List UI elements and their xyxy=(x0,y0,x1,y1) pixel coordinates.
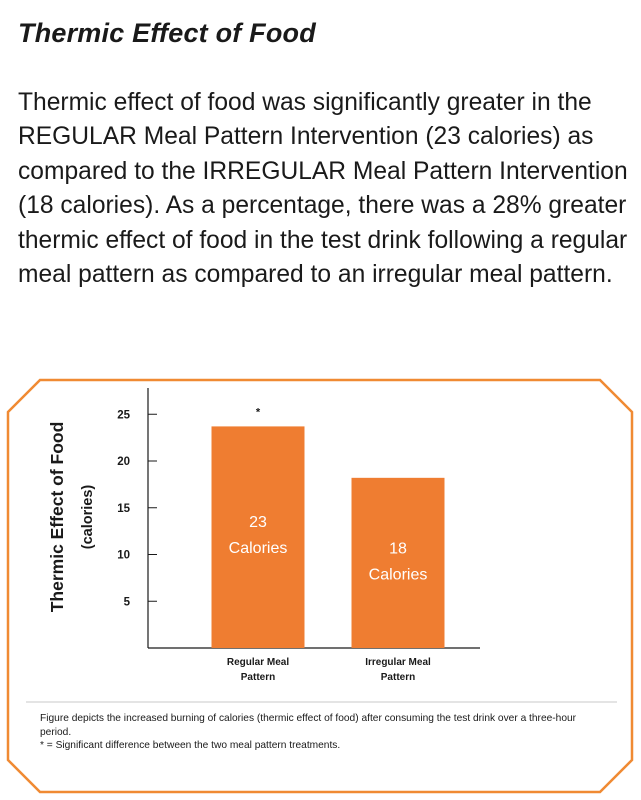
bar-2 xyxy=(351,477,445,648)
x-category-label: Pattern xyxy=(381,672,415,683)
figure-caption: Figure depicts the increased burning of … xyxy=(40,712,600,753)
page-heading: Thermic Effect of Food xyxy=(18,18,316,48)
y-axis-title-group: Thermic Effect of Food (calories) xyxy=(47,422,96,613)
summary-paragraph: Thermic effect of food was significantly… xyxy=(18,89,628,289)
bar-1 xyxy=(211,426,305,648)
bar-data-label: Calories xyxy=(369,567,428,584)
x-category-label: Pattern xyxy=(241,672,275,683)
chart-frame xyxy=(6,378,634,794)
significance-asterisk: * xyxy=(256,406,261,418)
bar-data-label: 18 xyxy=(389,541,407,558)
y-axis-title: Thermic Effect of Food xyxy=(47,422,67,613)
caption-footnote: * = Significant difference between the t… xyxy=(40,740,341,752)
x-category-label: Irregular Meal xyxy=(365,657,431,668)
y-tick-label: 20 xyxy=(117,456,130,468)
y-tick-label: 5 xyxy=(124,596,131,608)
y-axis-ticks: 5 10 15 20 25 xyxy=(117,409,157,608)
x-category-label: Regular Meal xyxy=(227,657,289,668)
y-tick-label: 15 xyxy=(117,503,130,515)
y-axis-subtitle: (calories) xyxy=(80,485,96,550)
x-axis-category-labels: Regular Meal Pattern Irregular Meal Pattern xyxy=(227,657,431,683)
significance-annotations: * xyxy=(256,406,261,418)
bar-labels: 23 Calories 18 Calories xyxy=(229,514,428,584)
caption-description: Figure depicts the increased burning of … xyxy=(40,713,577,738)
bar-data-label: 23 xyxy=(249,514,267,531)
chart-bars xyxy=(211,426,445,648)
bar-data-label: Calories xyxy=(229,540,288,557)
y-tick-label: 25 xyxy=(117,409,130,421)
y-tick-label: 10 xyxy=(117,550,130,562)
